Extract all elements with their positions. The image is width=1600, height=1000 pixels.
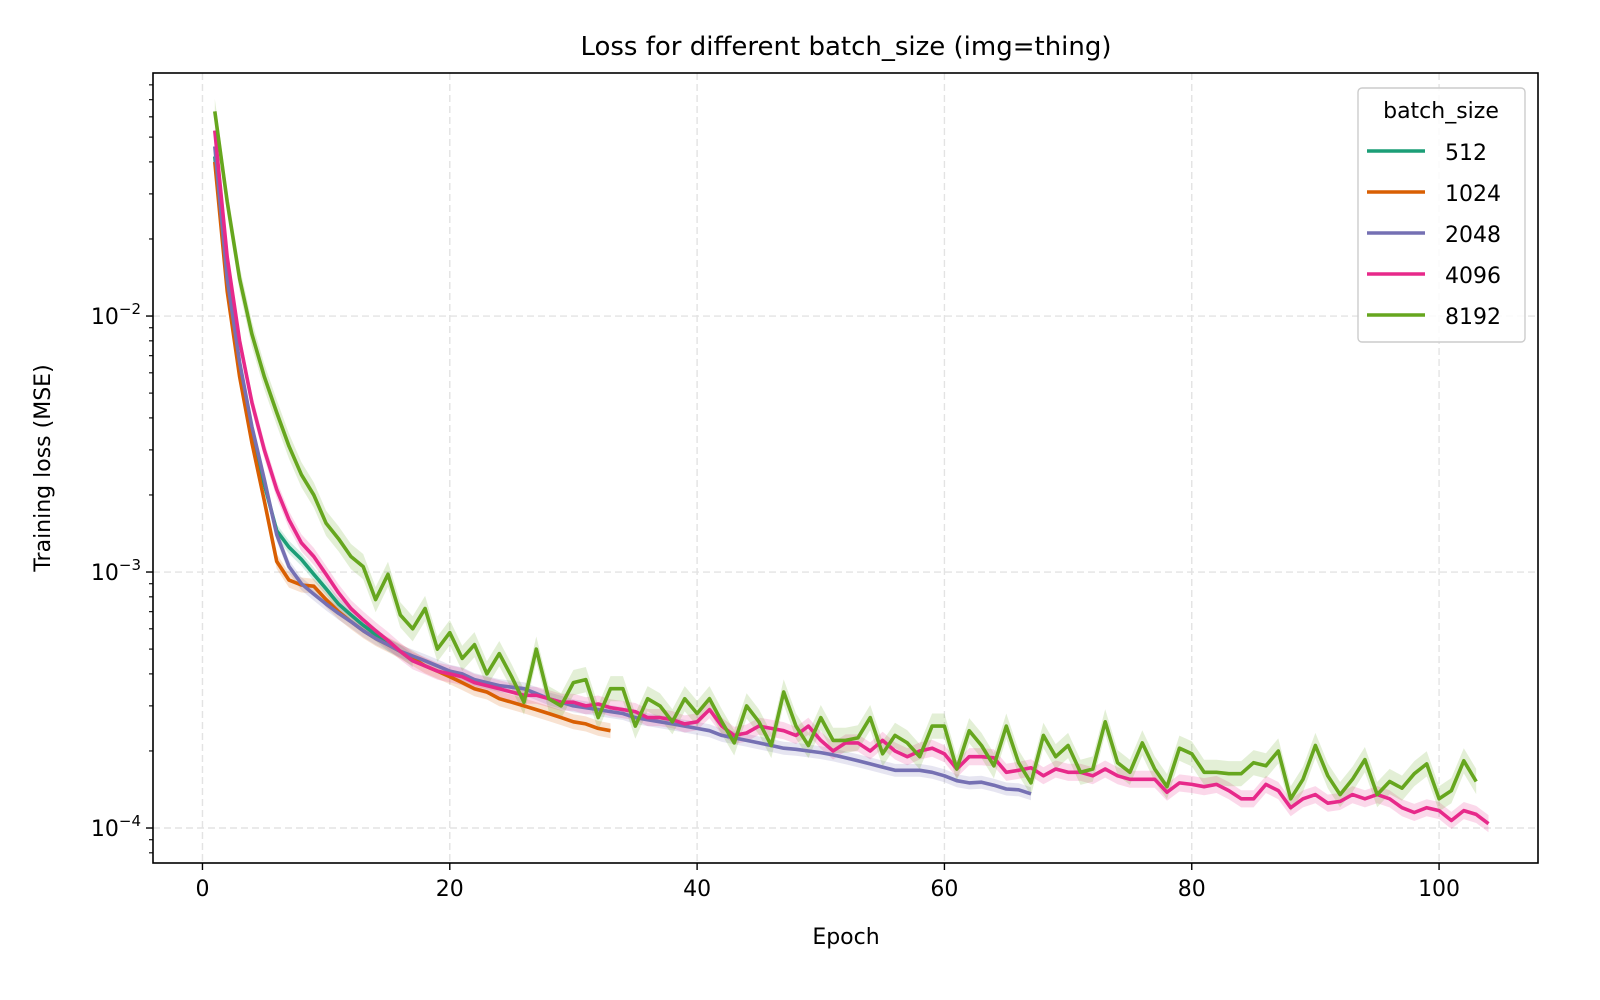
- legend-title: batch_size: [1383, 99, 1499, 124]
- chart-title: Loss for different batch_size (img=thing…: [580, 32, 1111, 62]
- legend-label-1024: 1024: [1445, 182, 1501, 207]
- x-tick-label: 0: [195, 877, 209, 902]
- x-axis: 0 20 40 60 80 100: [195, 863, 1460, 902]
- y-axis-label: Training loss (MSE): [31, 364, 56, 572]
- x-tick-label: 80: [1178, 877, 1206, 902]
- legend-label-512: 512: [1445, 141, 1487, 166]
- series-lines: [213, 111, 1490, 826]
- x-tick-label: 40: [683, 877, 711, 902]
- legend: batch_size 512 1024 2048 4096 8192: [1357, 87, 1526, 343]
- line-8192: [213, 111, 1478, 801]
- x-tick-label: 20: [436, 877, 464, 902]
- legend-items: 512 1024 2048 4096 8192: [1367, 141, 1501, 330]
- plot-frame: [152, 72, 1539, 864]
- y-tick-label: 10−2: [91, 300, 141, 330]
- legend-label-8192: 8192: [1445, 305, 1501, 330]
- y-tick-label: 10−4: [91, 812, 141, 842]
- line-4096: [213, 130, 1490, 826]
- x-tick-label: 60: [930, 877, 958, 902]
- x-axis-label: Epoch: [812, 925, 879, 950]
- legend-box: [1357, 87, 1526, 343]
- y-axis: 10−4 10−3 10−2: [91, 84, 153, 854]
- x-tick-label: 100: [1418, 877, 1460, 902]
- y-tick-label: 10−3: [91, 556, 141, 586]
- band-4096: [214, 122, 1489, 833]
- confidence-bands: [214, 98, 1489, 833]
- legend-label-4096: 4096: [1445, 264, 1501, 289]
- legend-label-2048: 2048: [1445, 223, 1501, 248]
- line-2048: [213, 146, 1032, 796]
- band-8192: [214, 98, 1477, 812]
- line-1024: [213, 161, 611, 733]
